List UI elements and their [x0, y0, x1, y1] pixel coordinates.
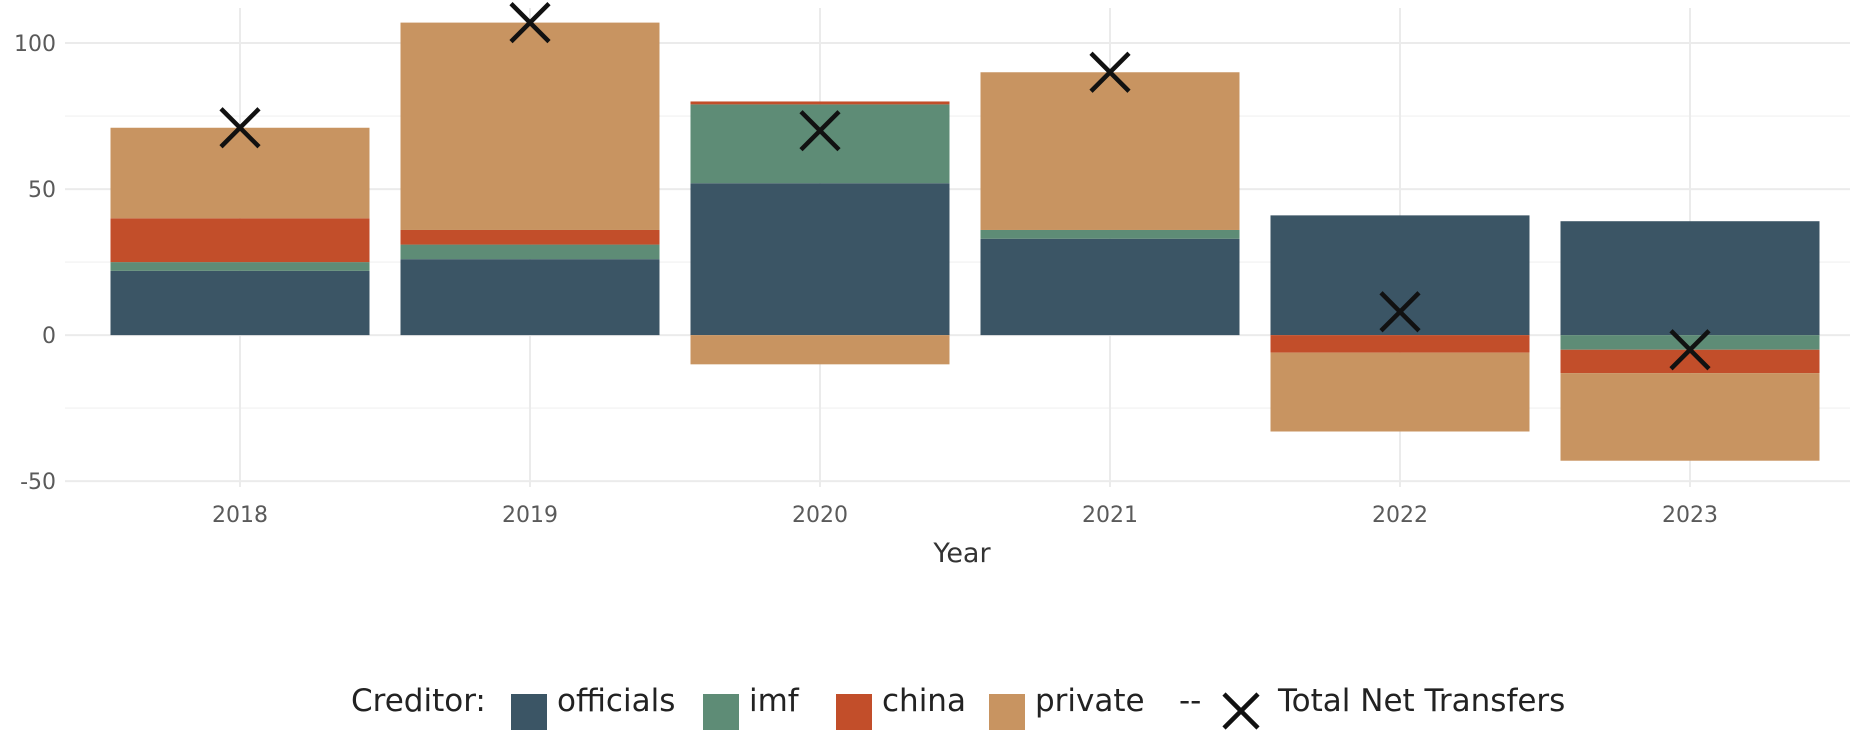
bar-officials-2022: [1270, 215, 1530, 336]
bar-private-2020: [690, 335, 950, 365]
bar-private-2022: [1270, 352, 1530, 432]
legend-title: Creditor:: [351, 683, 486, 719]
bar-private-2019: [400, 22, 660, 230]
bar-private-2018: [110, 127, 370, 219]
y-tick-label: -50: [20, 470, 56, 495]
legend-swatch-officials: [511, 694, 547, 730]
total-marker-2023: [1669, 329, 1711, 371]
y-tick-label: 0: [42, 324, 56, 349]
legend-total-prefix: --: [1179, 683, 1201, 719]
x-axis-title: Year: [932, 538, 991, 569]
legend-label-private: private: [1035, 683, 1145, 719]
legend-swatch-china: [836, 694, 872, 730]
total-marker-2022: [1379, 291, 1421, 333]
total-marker-layer: [219, 2, 1711, 371]
y-tick-label: 100: [14, 32, 56, 57]
bar-china-2023: [1560, 349, 1820, 374]
bar-china-2018: [110, 218, 370, 263]
bar-layer: [110, 22, 1820, 461]
x-tick-label: 2018: [212, 503, 268, 528]
x-tick-label: 2023: [1662, 503, 1718, 528]
bar-china-2022: [1270, 335, 1530, 353]
bar-china-2019: [400, 229, 660, 245]
total-marker-2018: [219, 107, 261, 149]
legend-label-imf: imf: [749, 683, 800, 719]
bar-imf-2020: [690, 104, 950, 184]
bar-china-2020: [690, 101, 950, 105]
y-tick-label: 50: [28, 178, 56, 203]
axis-layer: -50 0 50 100 2018 2019 2020 2021 2022 2023 Year: [14, 32, 1718, 569]
legend-label-total-net-transfers: Total Net Transfers: [1277, 683, 1565, 719]
bar-imf-2021: [980, 229, 1240, 239]
legend-label-officials: officials: [557, 683, 675, 719]
legend-swatch-private: [989, 694, 1025, 730]
x-tick-label: 2019: [502, 503, 558, 528]
bar-imf-2019: [400, 244, 660, 260]
bar-imf-2018: [110, 262, 370, 271]
legend-swatch-imf: [703, 694, 739, 730]
bar-private-2021: [980, 72, 1240, 230]
legend-label-china: china: [882, 683, 966, 719]
bar-officials-2019: [400, 259, 660, 336]
x-tick-label: 2020: [792, 503, 848, 528]
x-tick-label: 2021: [1082, 503, 1138, 528]
total-marker-2021: [1089, 51, 1131, 93]
total-marker-2019: [509, 2, 551, 44]
bar-officials-2020: [690, 183, 950, 336]
legend-total-marker: [1222, 692, 1260, 730]
bar-officials-2021: [980, 238, 1240, 336]
x-tick-label: 2022: [1372, 503, 1428, 528]
bar-private-2023: [1560, 373, 1820, 461]
legend: Creditor: officials imf china private -- Total…: [351, 683, 1565, 730]
total-marker-2020: [799, 110, 841, 152]
bar-imf-2023: [1560, 335, 1820, 350]
bar-officials-2018: [110, 270, 370, 336]
bar-officials-2023: [1560, 221, 1820, 336]
